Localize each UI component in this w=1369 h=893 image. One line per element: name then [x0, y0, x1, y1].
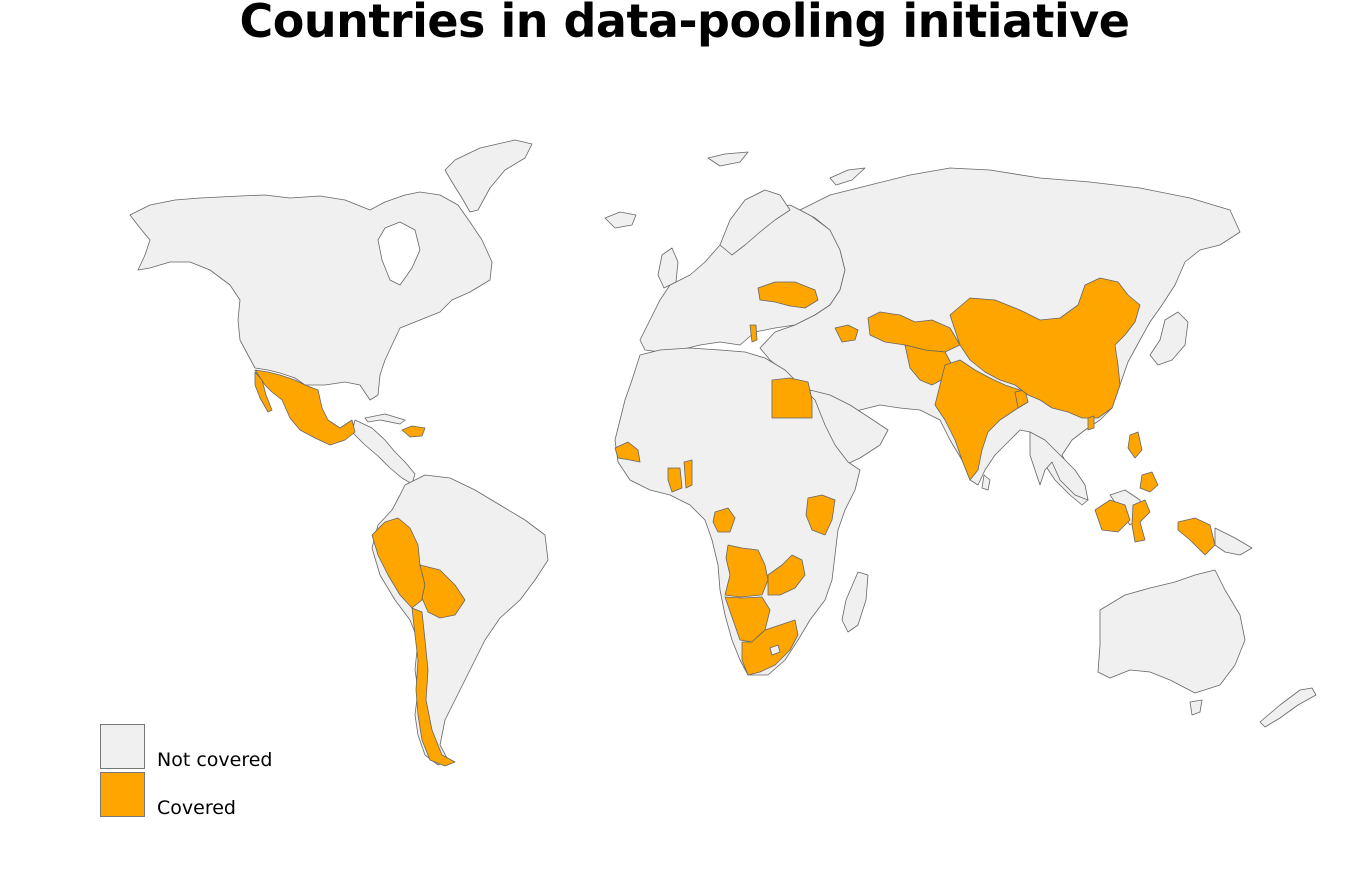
- legend-label-covered: Covered: [157, 797, 236, 819]
- country-philippines-south: [1139, 471, 1159, 493]
- north-america: [129, 191, 493, 401]
- southeast-asia: [1029, 431, 1089, 501]
- covered-countries: [254, 277, 1216, 767]
- country-egypt: [771, 377, 813, 419]
- new-zealand: [1259, 687, 1317, 728]
- sri-lanka: [981, 474, 991, 491]
- country-senegal: [614, 441, 641, 463]
- country-mexico: [254, 369, 356, 446]
- greenland: [444, 139, 533, 213]
- country-chile: [411, 607, 456, 767]
- uk: [657, 247, 679, 289]
- iceland: [604, 211, 637, 229]
- svalbard: [707, 151, 749, 167]
- country-indonesia-papua: [1177, 517, 1216, 556]
- country-gabon: [712, 507, 736, 533]
- country-mexico-baja: [254, 371, 273, 413]
- legend-swatch-not-covered: [100, 724, 145, 769]
- country-bolivia: [419, 564, 466, 619]
- country-taiwan: [1087, 415, 1095, 431]
- tasmania: [1189, 699, 1203, 716]
- country-hispaniola: [401, 425, 426, 438]
- country-indonesia-borneo: [1094, 499, 1131, 533]
- map-title: Countries in data-pooling initiative: [239, 0, 1130, 48]
- country-angola: [724, 544, 769, 598]
- country-ukraine: [757, 281, 819, 309]
- country-albania: [749, 324, 758, 343]
- madagascar: [841, 571, 869, 633]
- country-china: [949, 277, 1141, 419]
- country-zambia: [767, 554, 806, 596]
- scandinavia: [719, 189, 791, 256]
- not-covered-countries: [129, 139, 1317, 766]
- country-philippines: [1127, 431, 1143, 459]
- legend-swatch-covered: [100, 772, 145, 817]
- country-bangladesh: [1014, 389, 1029, 409]
- country-togo-benin: [683, 459, 693, 489]
- country-indonesia-sulawesi: [1131, 499, 1151, 543]
- novaya-zemlya: [829, 167, 866, 186]
- new-guinea-east: [1214, 527, 1253, 556]
- australia: [1097, 569, 1246, 694]
- country-lesotho-hole: [769, 644, 781, 656]
- cuba: [364, 413, 406, 425]
- country-georgia-armenia-azerbaijan: [834, 324, 859, 343]
- japan: [1149, 311, 1189, 366]
- country-kenya: [805, 494, 836, 536]
- country-south-africa: [741, 619, 799, 676]
- country-india: [934, 359, 1029, 481]
- legend-label-not-covered: Not covered: [157, 749, 273, 771]
- country-ghana: [667, 467, 683, 493]
- hudson-bay: [377, 221, 421, 286]
